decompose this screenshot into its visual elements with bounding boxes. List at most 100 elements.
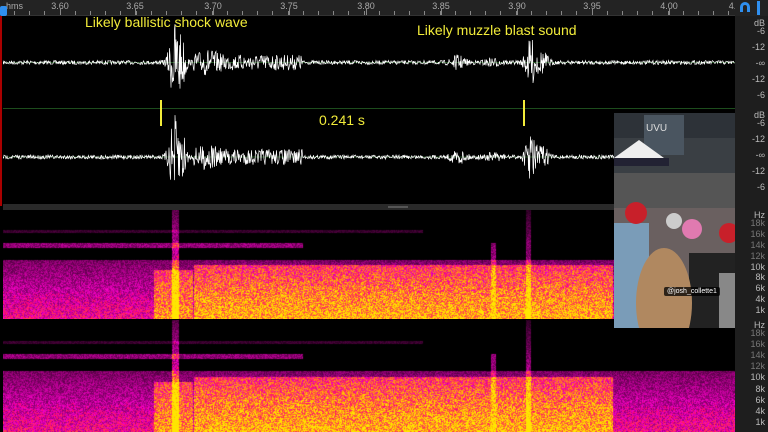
scale-label: -∞ bbox=[755, 58, 765, 68]
view-splitter[interactable] bbox=[3, 204, 735, 210]
ruler-tick bbox=[713, 11, 715, 15]
scale-label: -∞ bbox=[755, 150, 765, 160]
annotation-muzzle: Likely muzzle blast sound bbox=[417, 22, 577, 38]
ruler-tick bbox=[226, 11, 228, 15]
annotation-interval: 0.241 s bbox=[319, 112, 365, 128]
ruler-tick bbox=[424, 11, 426, 15]
ruler-tick bbox=[302, 11, 304, 15]
cursor-line bbox=[0, 16, 2, 206]
building-sign: UVU bbox=[646, 123, 667, 134]
ruler-tick-label: 3.80 bbox=[357, 1, 375, 11]
ruler-unit: hms bbox=[6, 1, 24, 11]
ruler-tick bbox=[90, 11, 91, 15]
video-watermark: @josh_collette1 bbox=[664, 287, 720, 296]
ruler-tick bbox=[454, 11, 456, 15]
ruler-tick bbox=[530, 11, 532, 15]
video-inset[interactable]: UVU @josh_collette1 bbox=[614, 113, 735, 328]
pin-icon[interactable] bbox=[757, 1, 760, 15]
ruler-major-tick bbox=[366, 8, 367, 15]
annotation-ballistic: Likely ballistic shock wave bbox=[85, 14, 248, 30]
scale-label: 16k bbox=[750, 339, 765, 350]
scale-label: dB bbox=[753, 110, 765, 120]
ruler-tick bbox=[135, 11, 137, 15]
ruler-tick bbox=[242, 11, 243, 15]
ruler-tick bbox=[682, 11, 684, 15]
scale-label: Hz bbox=[754, 320, 765, 330]
ruler-tick bbox=[439, 11, 441, 15]
scale-label: -6 bbox=[756, 90, 765, 100]
ruler-tick bbox=[29, 11, 31, 15]
ruler-tick bbox=[667, 11, 669, 15]
ruler-tick-label: 4.00 bbox=[660, 1, 678, 11]
ruler-major-tick bbox=[213, 8, 214, 15]
ruler-tick bbox=[74, 11, 76, 15]
ruler-tick bbox=[485, 11, 487, 15]
ruler-tick bbox=[105, 11, 107, 15]
snap-magnet-icon[interactable] bbox=[740, 2, 750, 12]
ruler-controls bbox=[735, 0, 768, 16]
marker-muzzle bbox=[523, 100, 525, 126]
scale-label: -12 bbox=[751, 134, 765, 144]
ruler-tick bbox=[561, 11, 563, 15]
scale-label: 10k bbox=[750, 372, 765, 383]
ruler-tick bbox=[272, 11, 274, 15]
ruler-tick bbox=[318, 11, 319, 15]
ruler-major-tick bbox=[441, 8, 442, 15]
ruler-tick bbox=[333, 11, 335, 15]
spectrogram-channel-right[interactable] bbox=[3, 320, 735, 432]
scale-label: 8k bbox=[755, 272, 765, 283]
ruler-tick-label: 3.95 bbox=[583, 1, 601, 11]
ruler-major-tick bbox=[289, 8, 290, 15]
ruler-tick bbox=[409, 11, 411, 15]
ruler-tick bbox=[546, 11, 547, 15]
scale-label: Hz bbox=[754, 210, 765, 220]
scale-label: 10k bbox=[750, 261, 765, 272]
waveform-path bbox=[3, 23, 735, 89]
waveform-path bbox=[3, 115, 735, 181]
scale-label: 12k bbox=[750, 361, 765, 372]
ruler-tick bbox=[166, 11, 167, 15]
ruler-tick bbox=[120, 11, 122, 15]
ruler-tick bbox=[576, 11, 578, 15]
scale-label: -12 bbox=[751, 74, 765, 84]
marker-ballistic bbox=[160, 100, 162, 126]
scale-label: 14k bbox=[750, 239, 765, 250]
ruler-major-tick bbox=[135, 8, 136, 15]
scale-label: 16k bbox=[750, 228, 765, 239]
scale-label: 4k bbox=[755, 294, 765, 305]
ruler-tick bbox=[606, 11, 608, 15]
ruler-tick-label: 3.60 bbox=[51, 1, 69, 11]
ruler-tick bbox=[515, 11, 517, 15]
ruler-tick bbox=[500, 11, 502, 15]
scale-label: 6k bbox=[755, 283, 765, 294]
scale-label: -12 bbox=[751, 166, 765, 176]
ruler-tick bbox=[728, 11, 730, 15]
time-ruler[interactable]: hms 3.60 3.65 3.70 3.75 3.80 3.85 3.90 3.95 4.00… bbox=[0, 0, 741, 16]
ruler-tick bbox=[363, 11, 365, 15]
ruler-tick bbox=[470, 11, 471, 15]
scale-label: 8k bbox=[755, 383, 765, 394]
ruler-tick bbox=[622, 11, 623, 15]
ruler-tick bbox=[44, 11, 46, 15]
ruler-tick-label: 3.70 bbox=[204, 1, 222, 11]
ruler-tick-label: 3.85 bbox=[432, 1, 450, 11]
scale-label: -6 bbox=[756, 118, 765, 128]
scale-label: 4k bbox=[755, 405, 765, 416]
ruler-tick bbox=[211, 11, 213, 15]
waveform-channel-left[interactable] bbox=[3, 17, 735, 109]
scale-label: 1k bbox=[755, 305, 765, 316]
scale-label: 1k bbox=[755, 416, 765, 427]
ruler-tick-label: 3.75 bbox=[280, 1, 298, 11]
scale-label: -6 bbox=[756, 182, 765, 192]
waveform-channel-right[interactable] bbox=[3, 110, 735, 204]
scale-label: 12k bbox=[750, 250, 765, 261]
scale-label: 18k bbox=[750, 218, 765, 228]
scale-label: 14k bbox=[750, 350, 765, 361]
scale-label: dB bbox=[753, 18, 765, 28]
scale-label: -12 bbox=[751, 42, 765, 52]
amplitude-frequency-scale: dB -6 -12 -∞ -12 -6 dB -6 -12 -∞ -12 -6 Hz 18k 16k 14k 1… bbox=[735, 16, 768, 432]
scale-label: 6k bbox=[755, 394, 765, 405]
spectrogram-channel-left[interactable] bbox=[3, 210, 735, 319]
ruler-tick bbox=[652, 11, 654, 15]
playhead-handle[interactable] bbox=[0, 6, 7, 16]
